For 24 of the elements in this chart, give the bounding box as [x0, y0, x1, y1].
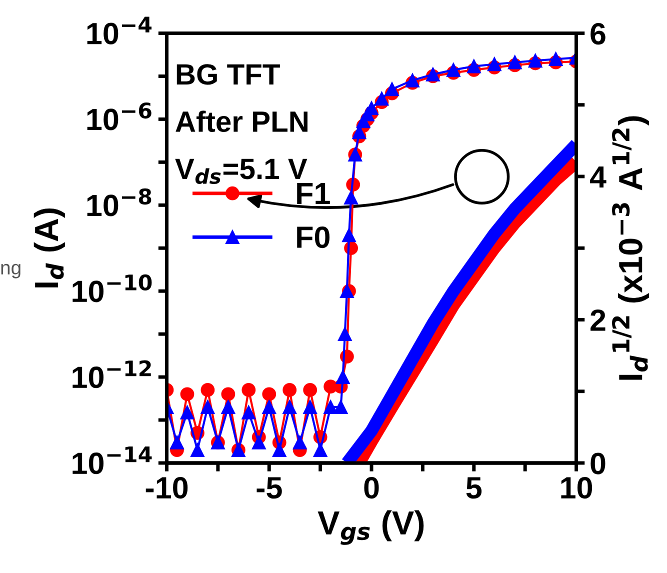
y-tick-label: 10$^{−4}$ [87, 16, 152, 44]
y2-axis-title: I$_{d}$$^{1/2}$ (x10$^{−3}$ A$^{1/2}$) [612, 116, 650, 380]
y-tick-label: 10$^{−6}$ [87, 102, 152, 130]
text: ng [1, 264, 20, 278]
y2-tick-label: 4 [590, 166, 606, 188]
y-tick-label: 10$^{−8}$ [87, 188, 152, 216]
y-tick-label: 10$^{−10}$ [72, 274, 152, 302]
y2-tick-label: 6 [590, 22, 606, 45]
x-tick-label: 0 [364, 476, 379, 499]
x-axis-title: V$_{gs}$ (V) [318, 510, 424, 545]
y2-tick-label: 2 [590, 309, 606, 331]
x-tick-label: 10 [561, 476, 592, 499]
x-tick-label: -5 [256, 477, 282, 499]
x-tick-label: 5 [466, 477, 482, 499]
legend-label: F1 [297, 183, 330, 204]
y-axis-title: I$_{d}$ (A) [34, 208, 65, 288]
annotation: BG TFT [176, 64, 280, 85]
x-tick-label: -10 [146, 476, 188, 499]
y-tick-label: 10$^{−12}$ [72, 360, 151, 388]
legend-label: F0 [297, 226, 330, 248]
y2-tick-label: 0 [590, 452, 606, 474]
y-tick-label: 10$^{−14}$ [72, 446, 152, 474]
annotation: V$_{ds}$=5.1 V [175, 158, 308, 184]
annotation: After PLN [176, 110, 308, 132]
